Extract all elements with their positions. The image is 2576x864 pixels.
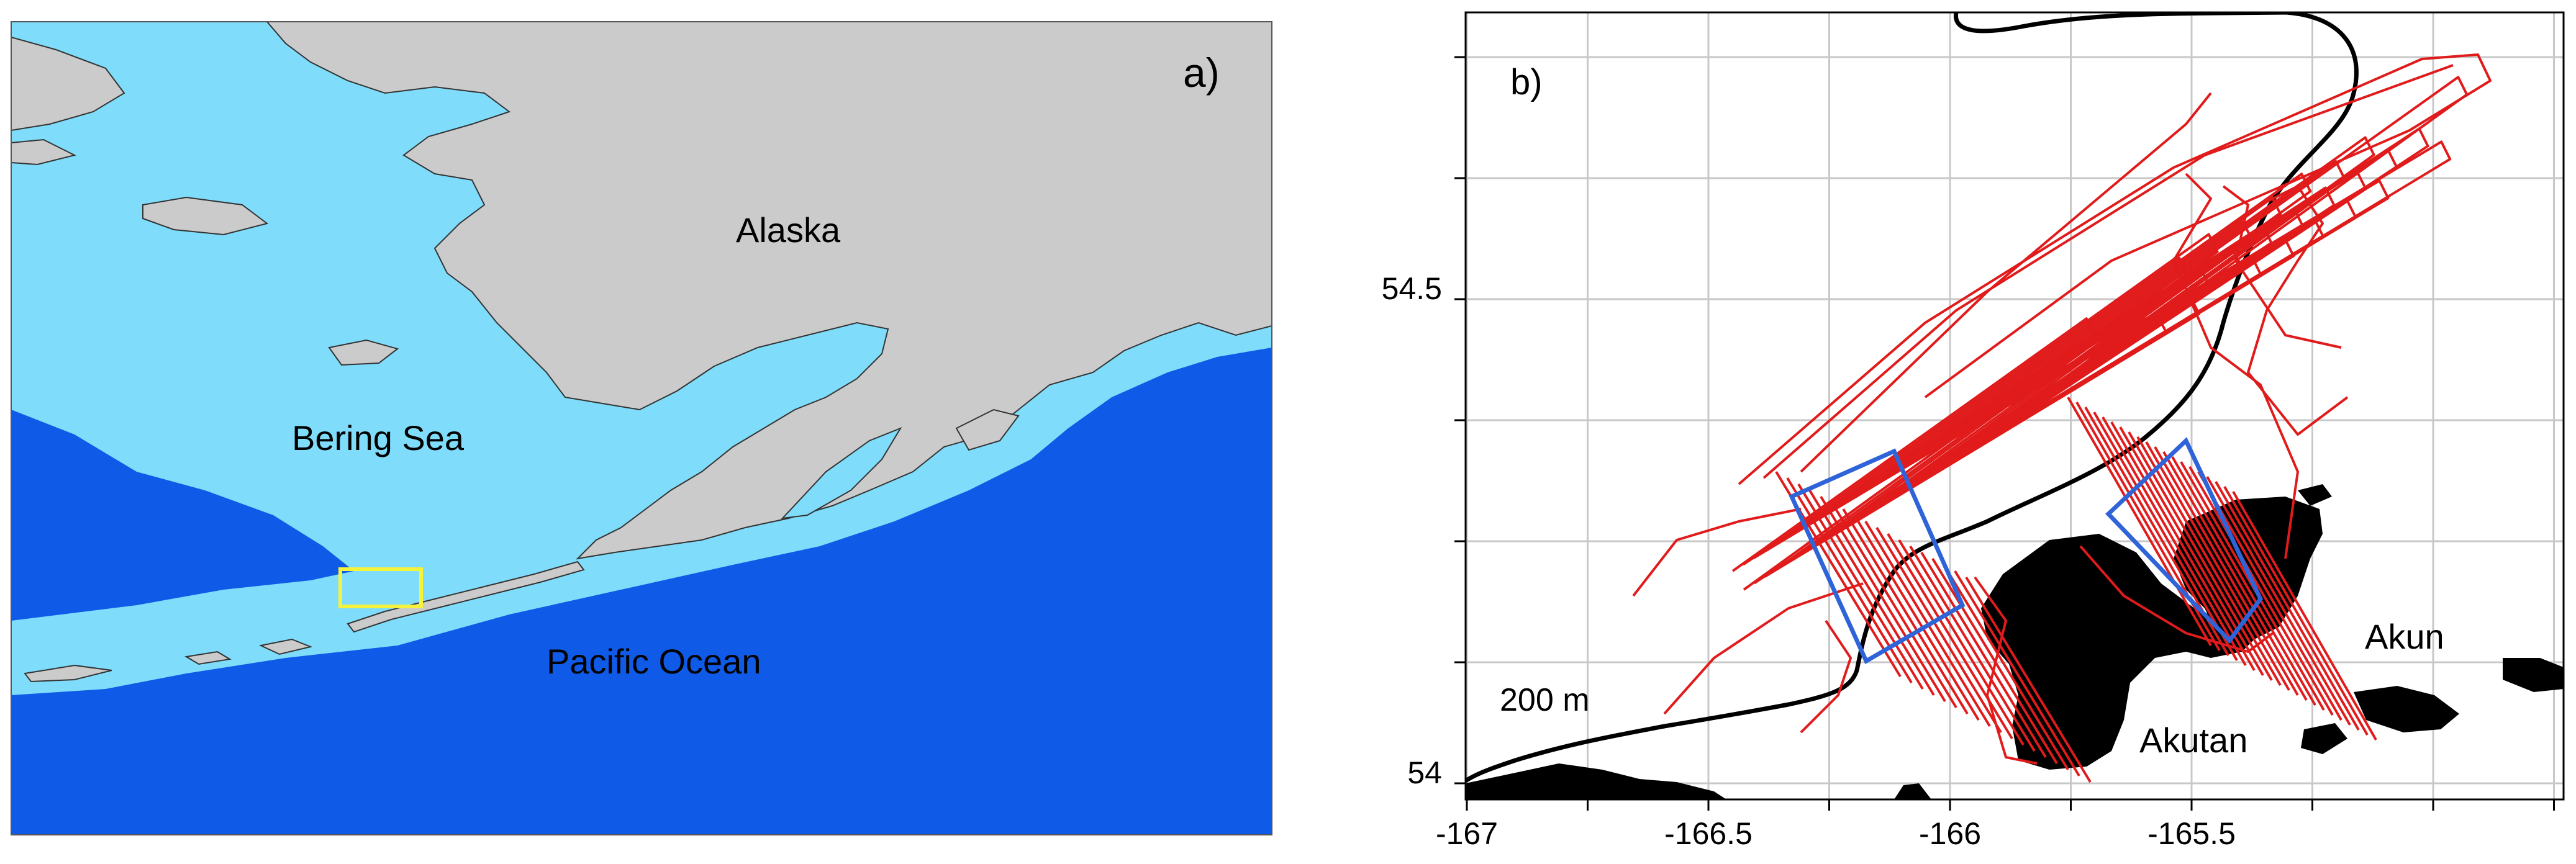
survey-track	[2247, 185, 2349, 436]
survey-box-east	[2105, 437, 2264, 644]
unalaska-coast	[1466, 763, 1931, 799]
survey-track	[1951, 160, 2346, 456]
survey-track	[2188, 466, 2334, 716]
survey-track	[1800, 92, 2212, 473]
akun-north-islet	[2298, 484, 2332, 506]
survey-track	[1800, 619, 1852, 734]
label-alaska: Alaska	[736, 210, 841, 250]
survey-track	[2079, 545, 2274, 653]
survey-track	[2110, 421, 2256, 671]
survey-track	[1920, 551, 2047, 758]
survey-track	[1820, 495, 1946, 703]
survey-track	[2223, 486, 2369, 736]
survey-track	[2075, 402, 2221, 651]
label-pacific-ocean: Pacific Ocean	[546, 642, 761, 681]
aleutian-chain	[347, 560, 585, 633]
survey-track	[1738, 53, 2492, 485]
survey-track	[2232, 491, 2377, 740]
survey-track	[1762, 64, 2454, 479]
survey-track	[2102, 416, 2247, 666]
survey-track	[2067, 397, 2212, 646]
axis-ticks	[1454, 56, 2555, 811]
kodiak-island	[955, 408, 1020, 451]
survey-track	[1943, 564, 2069, 771]
x-tick-label: -167	[1436, 816, 1498, 851]
survey-track	[2162, 451, 2308, 701]
label-akun: Akun	[2365, 617, 2444, 656]
chukotka-coast	[11, 36, 125, 166]
st-lawrence-island	[142, 196, 269, 236]
panel-b-label: b)	[1510, 62, 1543, 102]
survey-track	[2145, 441, 2290, 691]
survey-track	[1974, 576, 2038, 765]
survey-track	[1965, 576, 2092, 783]
x-tick-label: -166	[1919, 816, 1981, 851]
x-tick-label: -166.5	[1664, 816, 1753, 851]
survey-track	[2222, 185, 2342, 349]
y-tick-label: 54.5	[1382, 271, 1442, 306]
deep-basin	[11, 410, 354, 621]
survey-track	[1797, 483, 1924, 690]
aleutian-islets	[24, 638, 313, 683]
x-tick-label: -165.5	[2147, 816, 2236, 851]
survey-track	[1888, 220, 2253, 494]
survey-track	[2172, 173, 2299, 559]
isobath-label: 200 m	[1500, 682, 1590, 718]
survey-track	[1831, 502, 1957, 709]
survey-track	[2154, 446, 2299, 696]
study-area-box	[338, 567, 423, 608]
label-bering-sea: Bering Sea	[292, 418, 465, 457]
map-b-frame	[1464, 11, 2565, 801]
survey-track	[1992, 170, 2367, 430]
survey-track	[1954, 570, 2080, 777]
survey-track	[1909, 545, 2036, 752]
survey-track	[1663, 582, 1864, 715]
akutan-island	[1981, 534, 2261, 770]
y-tick-label: 54	[1407, 755, 1442, 790]
survey-track	[2215, 481, 2360, 731]
survey-map: b) 200 m Akun Akutan -167 -166.5 -166 -1…	[1382, 11, 2565, 851]
survey-track	[1842, 508, 1969, 715]
regional-map: a) Alaska Bering Sea Pacific Ocean	[11, 21, 1272, 835]
survey-track	[2119, 426, 2264, 676]
eastern-islets	[2301, 658, 2564, 754]
survey-box-west	[1789, 448, 1966, 664]
survey-track	[1808, 489, 1935, 696]
bristol-bay-inlet	[781, 426, 902, 520]
survey-track	[1887, 533, 2013, 740]
survey-track	[1853, 514, 1980, 721]
nunivak-island	[328, 339, 399, 366]
survey-track	[1632, 508, 1802, 597]
survey-track	[1875, 526, 2002, 734]
survey-tracks	[1632, 53, 2492, 783]
map-a-frame	[11, 21, 1272, 835]
survey-track	[2171, 456, 2316, 706]
survey-track	[1898, 539, 2025, 746]
label-akutan: Akutan	[2139, 721, 2247, 760]
survey-track	[2206, 476, 2351, 726]
panel-a-label: a)	[1183, 50, 1220, 96]
survey-track	[2093, 412, 2238, 661]
survey-track	[1982, 76, 2469, 436]
